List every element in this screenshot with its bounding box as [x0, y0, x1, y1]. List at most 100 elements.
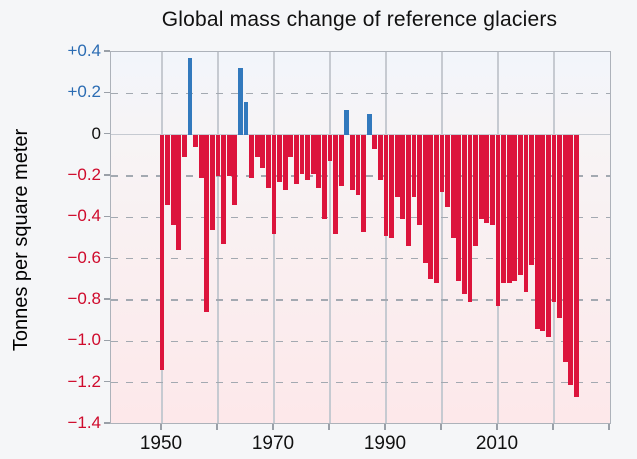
y-tick-label-−1.2: −1.2	[67, 371, 101, 391]
bar-1974	[294, 134, 299, 185]
bar-2001	[445, 134, 450, 207]
zero-line	[111, 133, 610, 136]
bar-2021	[557, 134, 562, 319]
bar-1956	[193, 134, 198, 147]
bar-1978	[316, 134, 322, 189]
dashed-gridline-−0.6	[111, 257, 610, 260]
y-tick-label-+0.4: +0.4	[67, 40, 101, 60]
gridline-1990	[385, 52, 387, 423]
y-tick-label-−1.0: −1.0	[67, 330, 101, 350]
x-tick-label-1970: 1970	[251, 433, 295, 454]
x-tick-mark-2000	[440, 424, 442, 430]
bar-1957	[198, 134, 204, 178]
bar-2017	[534, 134, 540, 329]
bar-1960	[215, 134, 221, 176]
bar-2013	[512, 134, 518, 282]
bar-1979	[322, 134, 327, 220]
bar-1999	[434, 134, 439, 284]
bar-2008	[484, 134, 490, 224]
bar-2011	[501, 134, 506, 284]
bar-1951	[165, 134, 170, 205]
bar-2014	[518, 134, 523, 276]
bar-1964	[238, 68, 243, 135]
bar-1950	[159, 134, 165, 371]
y-tick-mark-−1.2	[103, 380, 110, 383]
y-tick-mark-0	[103, 132, 110, 135]
chart-title: Global mass change of reference glaciers	[161, 8, 558, 31]
gridline-2000	[441, 52, 443, 423]
bar-2022	[562, 134, 568, 362]
bar-1962	[226, 134, 232, 176]
bar-2005	[467, 134, 473, 302]
y-tick-mark-−0.8	[103, 298, 110, 300]
y-tick-mark-+0.4	[103, 50, 110, 52]
bar-2016	[529, 134, 534, 265]
bar-1985	[355, 134, 361, 195]
x-tick-label-1950: 1950	[139, 433, 183, 454]
x-tick-label-1990: 1990	[363, 433, 407, 454]
bar-1976	[305, 134, 310, 181]
dashed-gridline-−0.8	[111, 299, 610, 301]
bar-1996	[417, 134, 422, 226]
bar-2010	[495, 134, 501, 307]
bar-1992	[394, 134, 400, 197]
bar-1980	[327, 134, 333, 162]
bar-2012	[506, 134, 512, 284]
bar-2018	[540, 134, 546, 331]
dashed-gridline-−1.2	[111, 381, 610, 384]
bar-1994	[406, 134, 411, 247]
bar-1958	[204, 134, 210, 313]
bar-2020	[551, 134, 557, 302]
x-tick-mark-1960	[216, 424, 218, 430]
y-tick-label-−0.4: −0.4	[67, 206, 101, 226]
bar-1970	[271, 134, 277, 234]
bar-2004	[462, 134, 467, 294]
bar-1955	[187, 58, 193, 135]
bar-1984	[350, 134, 355, 191]
bar-1986	[361, 134, 366, 232]
bar-1961	[221, 134, 226, 245]
x-tick-mark-2030	[608, 424, 610, 430]
x-tick-mark-1980	[328, 424, 330, 430]
bar-1963	[232, 134, 238, 205]
gridline-1970	[273, 52, 275, 423]
bar-1983	[344, 109, 350, 135]
bar-1969	[266, 134, 271, 189]
x-tick-mark-2010	[496, 424, 498, 430]
y-tick-label-+0.2: +0.2	[67, 82, 101, 102]
bar-1966	[249, 134, 254, 178]
bar-2009	[490, 134, 495, 226]
bar-2002	[450, 134, 456, 238]
bar-1972	[282, 134, 288, 191]
y-tick-mark-−1.4	[103, 422, 110, 424]
bar-1952	[170, 134, 176, 226]
bar-1988	[372, 134, 378, 150]
bar-1973	[288, 134, 294, 158]
bar-2003	[456, 134, 462, 282]
bar-1990	[383, 134, 389, 236]
x-tick-label-2010: 2010	[475, 433, 519, 454]
bar-1993	[400, 134, 406, 220]
bar-2023	[568, 134, 574, 385]
bar-1968	[260, 134, 266, 168]
x-tick-mark-1990	[384, 424, 386, 430]
bar-1953	[176, 134, 182, 251]
bar-2000	[439, 134, 445, 193]
bar-1987	[366, 113, 372, 135]
gridline-1980	[329, 52, 331, 423]
x-tick-mark-1970	[272, 424, 274, 430]
y-tick-label-0: 0	[91, 123, 101, 143]
y-tick-label-−1.4: −1.4	[67, 412, 101, 432]
gridline-1960	[217, 52, 219, 423]
plot-area	[110, 51, 611, 424]
bar-2015	[523, 134, 529, 292]
bar-1991	[389, 134, 394, 238]
bar-2024	[574, 134, 579, 397]
bar-2019	[546, 134, 551, 338]
y-tick-mark-+0.2	[103, 91, 110, 93]
y-tick-mark-−0.2	[103, 174, 110, 176]
bar-1965	[243, 101, 249, 135]
bar-1954	[182, 134, 187, 158]
y-tick-label-−0.6: −0.6	[67, 247, 101, 267]
